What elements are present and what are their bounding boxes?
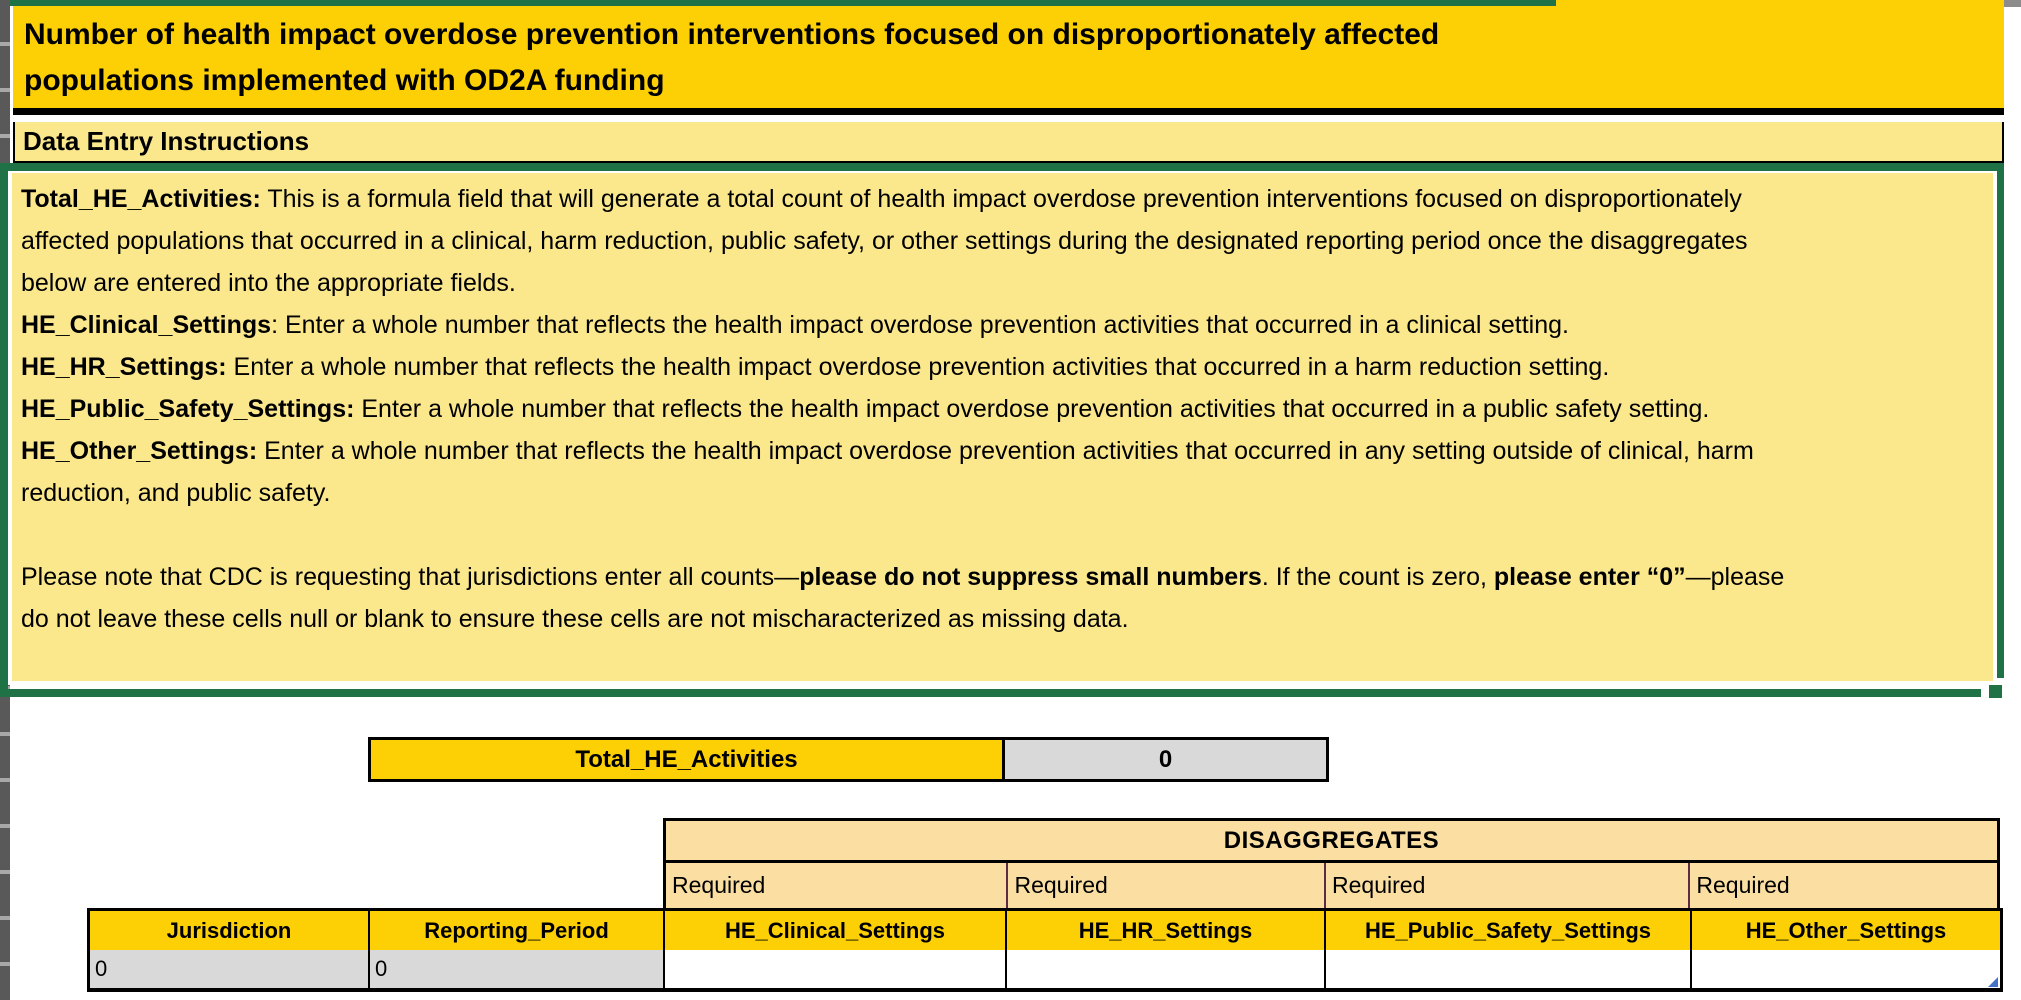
page-title: Number of health impact overdose prevent… bbox=[13, 0, 2004, 115]
total-he-activities-label: Total_HE_Activities bbox=[368, 737, 1005, 782]
table-resize-handle-icon[interactable] bbox=[1988, 977, 1998, 987]
selection-fill-handle[interactable] bbox=[1987, 683, 2004, 700]
instruction-paragraph: HE_Other_Settings: Enter a whole number … bbox=[21, 437, 1754, 507]
required-label-other: Required bbox=[1688, 863, 1997, 908]
instruction-paragraph: HE_Public_Safety_Settings: Enter a whole… bbox=[21, 395, 1710, 423]
instruction-paragraph bbox=[21, 514, 1983, 556]
instructions-text: Total_HE_Activities: This is a formula f… bbox=[21, 178, 1983, 640]
instruction-paragraph: HE_Clinical_Settings: Enter a whole numb… bbox=[21, 311, 1569, 339]
selection-border-bottom bbox=[0, 689, 1981, 697]
table-header-row: Jurisdiction Reporting_Period HE_Clinica… bbox=[87, 908, 2003, 952]
required-label-public-safety: Required bbox=[1324, 863, 1689, 908]
header-he-public-safety-settings: HE_Public_Safety_Settings bbox=[1324, 911, 1690, 950]
instructions-cell[interactable]: Total_HE_Activities: This is a formula f… bbox=[8, 171, 1997, 685]
selection-border-left bbox=[0, 163, 8, 691]
header-he-hr-settings: HE_HR_Settings bbox=[1005, 911, 1324, 950]
table-row: 0 0 bbox=[87, 950, 2003, 992]
instruction-paragraph: Total_HE_Activities: This is a formula f… bbox=[21, 185, 1748, 297]
total-he-activities-value[interactable]: 0 bbox=[1002, 737, 1329, 782]
header-reporting-period: Reporting_Period bbox=[368, 911, 663, 950]
header-jurisdiction: Jurisdiction bbox=[90, 911, 368, 950]
cell-he-hr-settings[interactable] bbox=[1005, 950, 1324, 988]
header-he-clinical-settings: HE_Clinical_Settings bbox=[663, 911, 1005, 950]
selection-border-top bbox=[0, 163, 2004, 171]
cell-he-public-safety-settings[interactable] bbox=[1324, 950, 1690, 988]
required-label-clinical: Required bbox=[666, 863, 1007, 908]
instruction-paragraph: Please note that CDC is requesting that … bbox=[21, 563, 1785, 633]
required-label-hr: Required bbox=[1006, 863, 1325, 908]
cell-he-other-settings[interactable] bbox=[1690, 950, 2000, 988]
disaggregates-header: DISAGGREGATES bbox=[663, 818, 2000, 863]
header-he-other-settings: HE_Other_Settings bbox=[1690, 911, 2000, 950]
cell-he-clinical-settings[interactable] bbox=[663, 950, 1005, 988]
required-band: Required Required Required Required bbox=[663, 863, 2000, 908]
instruction-paragraph: HE_HR_Settings: Enter a whole number tha… bbox=[21, 353, 1610, 381]
selection-border-right bbox=[1997, 163, 2004, 678]
title-top-border bbox=[10, 0, 1556, 6]
data-entry-instructions-header: Data Entry Instructions bbox=[13, 122, 2004, 163]
cell-reporting-period[interactable]: 0 bbox=[368, 950, 663, 988]
cell-jurisdiction[interactable]: 0 bbox=[90, 950, 368, 988]
